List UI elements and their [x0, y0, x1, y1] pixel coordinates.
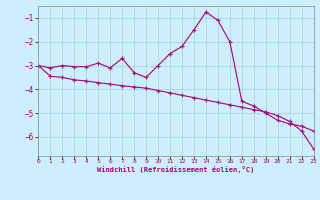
X-axis label: Windchill (Refroidissement éolien,°C): Windchill (Refroidissement éolien,°C)	[97, 166, 255, 173]
